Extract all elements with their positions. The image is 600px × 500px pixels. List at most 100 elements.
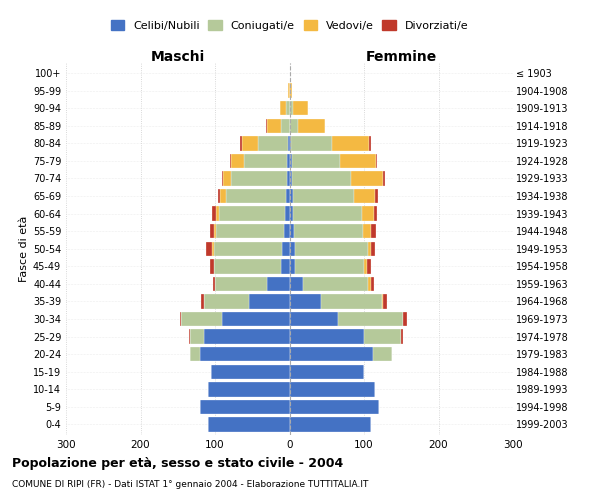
Bar xyxy=(376,154,377,168)
Bar xyxy=(285,206,290,221)
Bar xyxy=(216,206,220,221)
Bar xyxy=(242,136,258,150)
Bar xyxy=(211,364,290,379)
Y-axis label: Fasce di età: Fasce di età xyxy=(19,216,29,282)
Bar xyxy=(338,312,403,326)
Bar xyxy=(295,242,368,256)
Bar xyxy=(189,330,190,344)
Bar xyxy=(281,118,290,133)
Bar xyxy=(401,330,403,344)
Bar xyxy=(303,276,368,291)
Bar xyxy=(290,330,364,344)
Bar xyxy=(288,136,290,150)
Bar xyxy=(204,330,290,344)
Bar xyxy=(239,136,242,150)
Bar xyxy=(295,259,364,274)
Bar xyxy=(364,330,401,344)
Bar xyxy=(267,118,281,133)
Bar xyxy=(200,400,290,414)
Bar xyxy=(374,206,377,221)
Text: Femmine: Femmine xyxy=(365,50,437,64)
Bar xyxy=(290,118,298,133)
Bar xyxy=(373,347,392,362)
Bar xyxy=(293,189,355,203)
Bar xyxy=(371,276,374,291)
Bar xyxy=(181,312,223,326)
Bar xyxy=(230,172,287,185)
Bar xyxy=(367,259,371,274)
Bar xyxy=(226,189,286,203)
Bar xyxy=(340,154,376,168)
Bar xyxy=(290,276,303,291)
Bar xyxy=(371,242,375,256)
Bar xyxy=(383,172,385,185)
Bar xyxy=(290,347,373,362)
Bar xyxy=(286,101,290,116)
Bar xyxy=(208,418,290,432)
Bar xyxy=(290,189,293,203)
Bar xyxy=(290,400,379,414)
Bar xyxy=(223,312,290,326)
Bar xyxy=(362,206,374,221)
Bar xyxy=(290,294,321,308)
Bar xyxy=(290,154,292,168)
Bar xyxy=(215,276,267,291)
Bar xyxy=(248,294,290,308)
Bar xyxy=(290,259,295,274)
Bar xyxy=(290,418,371,432)
Bar xyxy=(222,172,223,185)
Bar xyxy=(200,347,290,362)
Bar xyxy=(280,101,286,116)
Bar xyxy=(368,276,371,291)
Bar xyxy=(214,259,281,274)
Legend: Celibi/Nubili, Coniugati/e, Vedovi/e, Divorziati/e: Celibi/Nubili, Coniugati/e, Vedovi/e, Di… xyxy=(106,16,473,35)
Bar xyxy=(213,276,215,291)
Bar xyxy=(286,189,290,203)
Bar xyxy=(352,172,383,185)
Bar xyxy=(290,84,292,98)
Bar xyxy=(281,259,290,274)
Bar xyxy=(290,206,293,221)
Bar xyxy=(294,224,362,238)
Text: Maschi: Maschi xyxy=(151,50,205,64)
Bar xyxy=(291,136,332,150)
Bar xyxy=(364,259,367,274)
Bar xyxy=(321,294,382,308)
Bar xyxy=(284,224,290,238)
Bar xyxy=(293,206,362,221)
Bar xyxy=(368,242,371,256)
Bar xyxy=(212,242,214,256)
Bar xyxy=(287,172,290,185)
Bar xyxy=(362,224,371,238)
Bar xyxy=(266,118,267,133)
Bar xyxy=(217,224,284,238)
Bar xyxy=(220,206,285,221)
Bar xyxy=(267,276,290,291)
Bar xyxy=(180,312,181,326)
Bar xyxy=(292,172,352,185)
Bar xyxy=(290,364,364,379)
Bar xyxy=(214,224,217,238)
Bar xyxy=(232,154,244,168)
Bar xyxy=(355,189,375,203)
Bar xyxy=(383,294,387,308)
Bar xyxy=(290,242,295,256)
Text: COMUNE DI RIPI (FR) - Dati ISTAT 1° gennaio 2004 - Elaborazione TUTTITALIA.IT: COMUNE DI RIPI (FR) - Dati ISTAT 1° genn… xyxy=(12,480,368,489)
Bar xyxy=(290,312,338,326)
Bar xyxy=(258,136,288,150)
Bar xyxy=(220,189,226,203)
Bar xyxy=(403,312,407,326)
Bar xyxy=(293,101,308,116)
Bar xyxy=(382,294,383,308)
Bar xyxy=(290,101,293,116)
Text: Popolazione per età, sesso e stato civile - 2004: Popolazione per età, sesso e stato civil… xyxy=(12,458,343,470)
Bar xyxy=(204,294,248,308)
Bar xyxy=(290,136,291,150)
Bar xyxy=(292,154,340,168)
Bar xyxy=(230,154,232,168)
Bar xyxy=(282,242,290,256)
Bar xyxy=(371,224,376,238)
Bar xyxy=(212,206,216,221)
Bar xyxy=(332,136,369,150)
Bar xyxy=(375,189,378,203)
